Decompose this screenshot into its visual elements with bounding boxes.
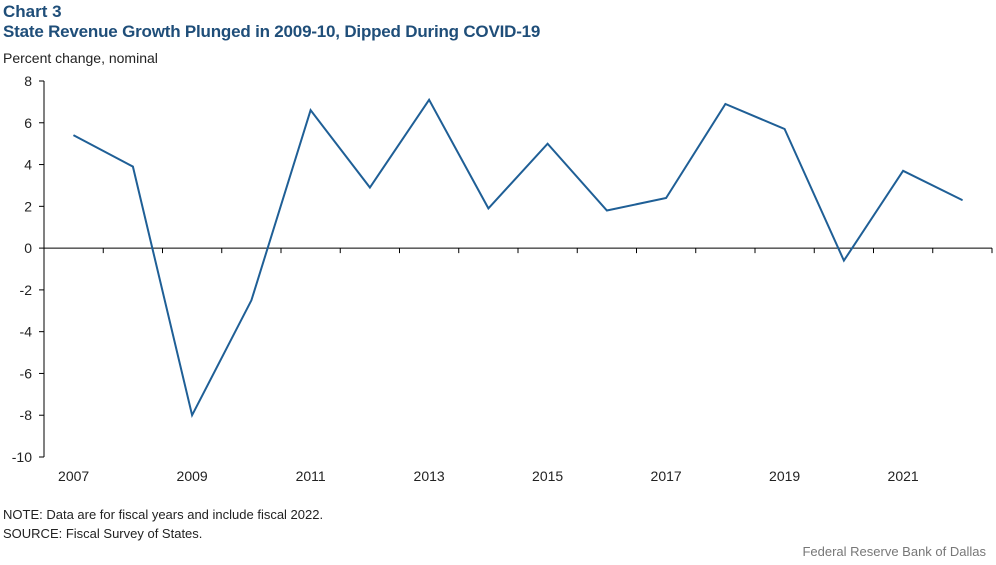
x-tick-label: 2021 — [888, 468, 919, 484]
y-tick-label: -4 — [20, 324, 33, 340]
y-axis-unit-label: Percent change, nominal — [3, 50, 158, 66]
y-tick-label: -8 — [20, 407, 33, 423]
x-axis: 2007 2009 2011 2013 2015 2017 2019 2021 — [43, 247, 993, 484]
data-point — [310, 109, 312, 111]
data-point — [665, 197, 667, 199]
y-tick-label: -10 — [12, 449, 32, 465]
y-tick-label: 6 — [24, 115, 32, 131]
data-point — [369, 187, 371, 189]
data-point — [132, 166, 134, 168]
y-tick-label: 4 — [24, 157, 32, 173]
x-tick-label: 2009 — [177, 468, 208, 484]
series-line — [73, 97, 963, 419]
y-tick-label: -2 — [20, 282, 33, 298]
data-point — [547, 143, 549, 145]
data-point — [902, 170, 904, 172]
data-point — [784, 128, 786, 130]
data-point — [73, 134, 75, 136]
x-tick-label: 2015 — [532, 468, 563, 484]
credit-text: Federal Reserve Bank of Dallas — [802, 544, 986, 559]
x-tick-label: 2017 — [651, 468, 682, 484]
x-tick-label: 2007 — [58, 468, 89, 484]
x-tick-label: 2019 — [769, 468, 800, 484]
series-group — [73, 97, 963, 419]
data-point — [250, 299, 252, 301]
line-chart: 8 6 4 2 0 -2 -4 -6 -8 -10 2007 2009 2011 2013 2015 201… — [12, 73, 993, 484]
x-tick-label: 2013 — [414, 468, 445, 484]
chart-title: State Revenue Growth Plunged in 2009-10,… — [3, 22, 541, 41]
data-point — [191, 414, 193, 416]
x-tick-label: 2011 — [296, 468, 326, 484]
data-point — [606, 210, 608, 212]
data-point — [961, 199, 963, 201]
y-axis: 8 6 4 2 0 -2 -4 -6 -8 -10 — [12, 73, 45, 465]
data-point — [724, 103, 726, 105]
y-tick-label: -6 — [20, 365, 33, 381]
y-tick-label: 0 — [24, 240, 32, 256]
data-point — [428, 99, 430, 101]
source-text: SOURCE: Fiscal Survey of States. — [3, 526, 203, 541]
data-point — [487, 207, 489, 209]
data-point — [843, 260, 845, 262]
y-tick-label: 8 — [24, 73, 32, 89]
chart-label: Chart 3 — [3, 2, 62, 21]
y-tick-label: 2 — [24, 198, 32, 214]
note-text: NOTE: Data are for fiscal years and incl… — [3, 507, 324, 522]
